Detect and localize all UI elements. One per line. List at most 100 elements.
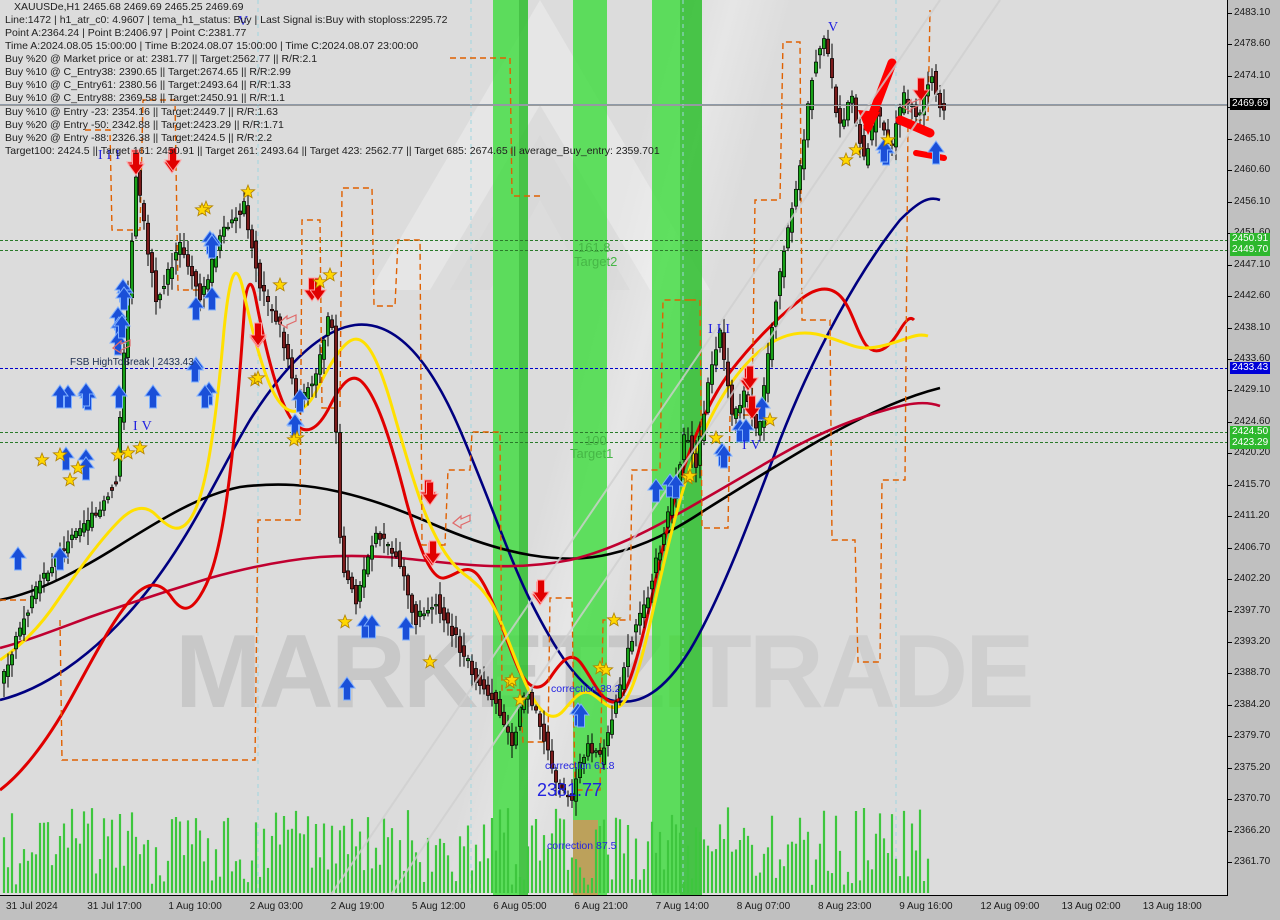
candle-bullish	[706, 382, 710, 413]
pivot-star-marker	[132, 439, 148, 455]
time-tick-label: 9 Aug 16:00	[899, 901, 953, 912]
fib-line-2450	[0, 240, 1228, 241]
candle-bullish	[122, 352, 126, 423]
candle-bullish	[778, 271, 782, 296]
sell-signal-arrow	[249, 322, 267, 347]
candle-bullish	[226, 226, 230, 230]
price-tick	[1228, 390, 1232, 392]
price-tick	[1228, 767, 1232, 769]
candle-bearish	[342, 535, 346, 573]
price-label-target: 2423.29	[1230, 437, 1271, 449]
sell-signal-arrow	[164, 147, 182, 172]
price-tick	[1228, 170, 1232, 172]
buy-signal-arrow	[927, 140, 945, 165]
candle-bearish	[490, 692, 494, 701]
candle-bullish	[90, 512, 94, 528]
candle-bullish	[18, 627, 22, 637]
candle-bullish	[606, 732, 610, 746]
candle-bearish	[138, 170, 142, 196]
candle-bearish	[330, 319, 334, 328]
candle-bearish	[566, 794, 570, 798]
pivot-star-marker	[110, 446, 126, 462]
candle-bullish	[586, 743, 590, 757]
pivot-star-marker	[762, 411, 778, 427]
price-tick	[1228, 75, 1232, 77]
buy-signal-arrow	[647, 478, 665, 503]
candle-bullish	[426, 609, 430, 614]
red-arrowhead-1	[858, 110, 880, 135]
candle-bearish	[398, 550, 402, 567]
candle-bearish	[550, 750, 554, 769]
candle-bullish	[158, 294, 162, 301]
pivot-star-marker	[194, 201, 210, 217]
price-tick	[1228, 264, 1232, 266]
price-label-target: 2450.91	[1230, 233, 1271, 245]
buy-signal-arrow	[203, 234, 221, 259]
trend-channel	[329, 0, 1001, 896]
candle-bearish	[198, 283, 202, 301]
price-tick-label: 2420.20	[1234, 447, 1271, 459]
chart-plot-area[interactable]: MARKETZITRADE	[0, 0, 1228, 896]
candle-bullish	[206, 279, 210, 290]
pivot-star-marker	[848, 141, 864, 157]
time-axis[interactable]: 31 Jul 2024 31 Jul 17:00 1 Aug 10:00 2 Aug …	[0, 895, 1228, 920]
candle-bearish	[730, 384, 734, 415]
candle-bullish	[698, 435, 702, 466]
candle-bullish	[578, 762, 582, 778]
price-tick	[1228, 830, 1232, 832]
price-axis[interactable]: 2483.102478.602474.102469.602465.102460.…	[1227, 0, 1280, 896]
candle-bearish	[406, 575, 410, 596]
fsb-high-to-break-line	[0, 368, 1228, 369]
candle-bearish	[338, 432, 342, 538]
price-tick-label: 2483.10	[1234, 7, 1271, 18]
candle-bearish	[538, 713, 542, 727]
wave-marker-V-header: V	[238, 14, 253, 29]
buy-signal-arrow	[186, 358, 204, 383]
candle-bearish	[382, 533, 386, 539]
pivot-star-marker	[598, 661, 614, 677]
candle-bearish	[482, 679, 486, 690]
price-label-current: 2469.69	[1230, 98, 1271, 110]
sell-signal-arrow	[741, 365, 759, 390]
price-tick-label: 2465.10	[1234, 132, 1271, 144]
candle-bullish	[582, 757, 586, 764]
candle-bullish	[814, 61, 818, 74]
candle-bearish	[290, 357, 294, 379]
price-tick-label: 2397.70	[1234, 604, 1271, 616]
time-tick-label: 2 Aug 19:00	[330, 901, 385, 912]
price-tick-label: 2379.70	[1234, 730, 1271, 742]
highlight-band	[519, 0, 528, 896]
price-tick	[1228, 673, 1232, 675]
fib-line-2424	[0, 432, 1228, 433]
last-price-line	[0, 104, 1228, 105]
annotation-target2: Target2	[574, 254, 618, 269]
candle-bearish	[142, 203, 146, 222]
candle-bearish	[110, 487, 114, 491]
price-tick	[1228, 642, 1232, 643]
candle-bullish	[818, 48, 822, 56]
candle-bullish	[822, 38, 826, 49]
candle-bullish	[34, 586, 38, 600]
candle-bearish	[390, 547, 394, 554]
pivot-star-marker	[337, 613, 353, 629]
candle-bullish	[366, 556, 370, 575]
candle-bearish	[438, 594, 442, 614]
pivot-star-marker	[322, 266, 338, 282]
price-tick	[1228, 296, 1232, 298]
candle-bearish	[554, 770, 558, 783]
price-tick	[1228, 516, 1232, 518]
buy-signal-arrow	[77, 382, 95, 407]
candle-bullish	[322, 339, 326, 360]
candle-bearish	[470, 660, 474, 675]
candle-bearish	[238, 210, 242, 215]
price-tick-label: 2438.10	[1234, 321, 1271, 333]
time-tick-label: 8 Aug 07:00	[736, 901, 791, 912]
time-tick-label: 13 Aug 18:00	[1142, 901, 1202, 912]
candle-bullish	[574, 778, 578, 802]
candle-bullish	[630, 641, 634, 652]
candle-bullish	[242, 201, 246, 215]
candle-bearish	[462, 645, 466, 657]
candle-bearish	[458, 636, 462, 653]
candle-bearish	[274, 310, 278, 322]
price-tick	[1228, 704, 1232, 706]
